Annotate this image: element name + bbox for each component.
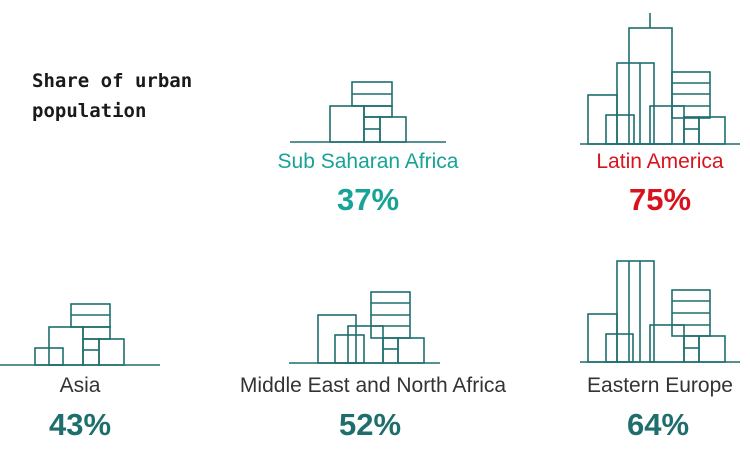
region-label-middle-east-north-africa: Middle East and North Africa	[239, 374, 507, 397]
chart-title: Share of urban population	[32, 70, 193, 122]
building-icon-sub-saharan-africa	[290, 81, 446, 143]
value-label-middle-east-north-africa: 52%	[338, 407, 402, 442]
value-label-sub-saharan-africa: 37%	[336, 182, 400, 217]
building-icon-latin-america	[580, 13, 740, 145]
region-label-asia: Asia	[59, 374, 101, 397]
building-icon-middle-east-north-africa	[289, 291, 440, 364]
value-label-latin-america: 75%	[628, 182, 692, 217]
building-icon-asia	[0, 303, 160, 366]
value-label-eastern-europe: 64%	[626, 407, 690, 442]
region-label-latin-america: Latin America	[596, 150, 724, 173]
region-label-eastern-europe: Eastern Europe	[587, 374, 733, 397]
value-label-asia: 43%	[48, 407, 112, 442]
building-icon-eastern-europe	[580, 260, 740, 363]
region-label-sub-saharan-africa: Sub Saharan Africa	[277, 150, 459, 173]
